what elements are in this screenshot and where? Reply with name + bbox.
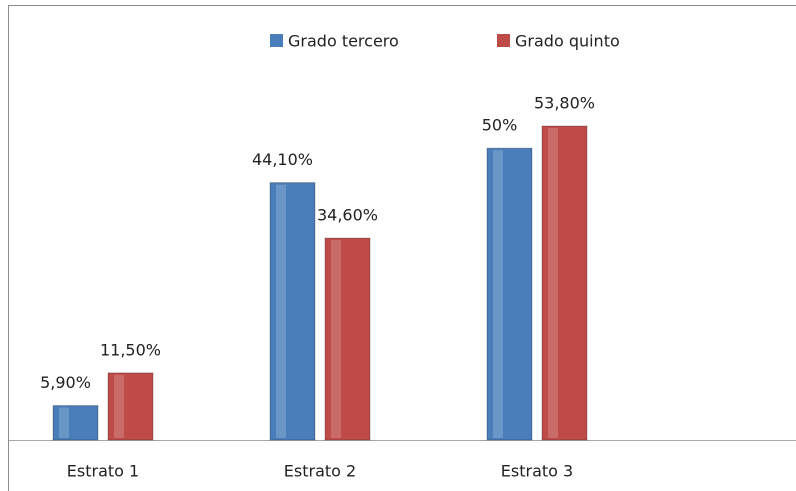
x-tick-label: Estrato 1	[67, 462, 139, 481]
bar	[52, 405, 99, 441]
bar	[107, 372, 154, 441]
bar-highlight	[276, 184, 286, 438]
bar-highlight	[493, 150, 503, 438]
data-label: 5,90%	[40, 373, 91, 392]
bar-highlight	[114, 374, 124, 438]
bar	[324, 237, 371, 441]
data-label: 34,60%	[317, 206, 378, 225]
data-label: 53,80%	[534, 94, 595, 113]
bar	[541, 125, 588, 441]
legend-swatch	[497, 34, 510, 47]
data-label: 50%	[482, 116, 518, 135]
legend-label: Grado quinto	[515, 32, 620, 51]
bar-highlight	[59, 407, 69, 438]
data-label: 44,10%	[252, 150, 313, 169]
bar-highlight	[548, 128, 558, 438]
legend-swatch	[270, 34, 283, 47]
legend-label: Grado tercero	[288, 32, 399, 51]
bar	[486, 147, 533, 441]
x-tick-label: Estrato 3	[501, 462, 573, 481]
x-tick-label: Estrato 2	[284, 462, 356, 481]
data-label: 11,50%	[100, 340, 161, 359]
bar-highlight	[331, 240, 341, 438]
bar	[269, 182, 316, 441]
